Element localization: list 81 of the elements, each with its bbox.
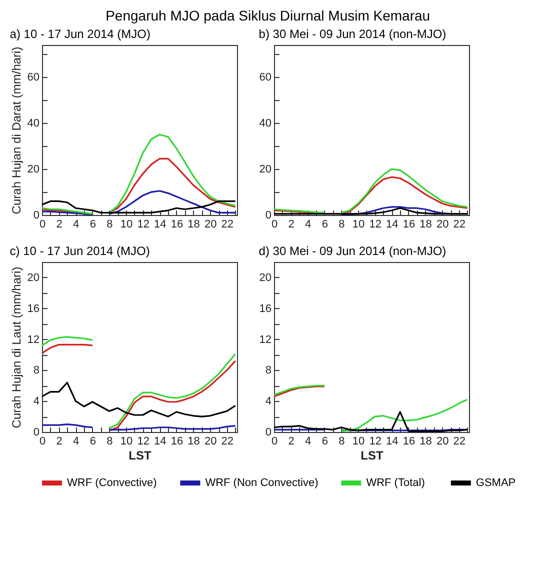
x-tick-label: 22: [221, 218, 234, 230]
legend-label: WRF (Convective): [67, 477, 157, 489]
x-tick-label: 10: [352, 218, 365, 230]
x-tick-label: 2: [288, 436, 294, 448]
chart-title: a) 10 - 17 Jun 2014 (MJO): [10, 27, 150, 41]
y-tick-label: 12: [27, 334, 40, 346]
y-tick-label: 0: [265, 210, 272, 222]
x-tick-label: 12: [137, 218, 150, 230]
y-tick-label: 0: [33, 210, 40, 222]
y-tick-label: 20: [27, 164, 40, 176]
y-tick-label: 16: [27, 302, 40, 315]
x-tick-label: 8: [106, 218, 113, 230]
x-tick-label: 4: [305, 436, 312, 448]
legend-label: WRF (Non Convective): [205, 477, 318, 489]
x-tick-label: 2: [288, 218, 294, 230]
y-tick-label: 4: [33, 396, 40, 408]
x-tick-label: 4: [305, 218, 312, 230]
x-tick-label: 12: [369, 218, 382, 230]
x-axis-title: LST: [128, 448, 152, 462]
y-axis-title: Curah Hujan di Darat (mm/hari): [9, 46, 24, 214]
x-tick-label: 8: [338, 436, 345, 448]
line-series: [273, 386, 326, 398]
x-tick-label: 14: [154, 218, 166, 230]
line-series: [41, 200, 236, 214]
text: Pengaruh MJO pada Siklus Diurnal Musim Kemarau: [106, 8, 430, 24]
x-tick-label: 2: [56, 218, 62, 230]
line-series: [273, 411, 468, 432]
y-tick-label: 4: [265, 396, 272, 408]
y-tick-label: 8: [33, 364, 40, 377]
x-tick-label: 12: [137, 436, 150, 448]
x-tick-label: 18: [420, 436, 432, 448]
x-tick-label: 6: [90, 436, 96, 448]
line-series: [41, 382, 236, 418]
x-tick-label: 22: [221, 436, 234, 448]
x-tick-label: 20: [204, 436, 217, 448]
x-tick-label: 16: [170, 218, 184, 230]
y-tick-label: 60: [259, 72, 272, 84]
x-tick-label: 20: [436, 218, 449, 230]
x-tick-label: 20: [436, 436, 449, 448]
chart-title: b) 30 Mei - 09 Jun 2014 (non-MJO): [258, 27, 446, 41]
y-axis-title: Curah Hujan di Laut (mm/hari): [9, 266, 24, 428]
x-tick-label: 4: [73, 436, 80, 448]
x-tick-label: 22: [453, 436, 466, 448]
y-tick-label: 40: [259, 118, 272, 130]
y-tick-label: 12: [259, 334, 272, 346]
x-tick-label: 16: [402, 218, 416, 230]
y-tick-label: 40: [27, 118, 40, 130]
x-tick-label: 14: [386, 436, 398, 448]
x-tick-label: 4: [73, 218, 80, 230]
x-tick-label: 16: [170, 436, 184, 448]
y-tick-label: 8: [265, 364, 272, 377]
x-tick-label: 6: [322, 436, 328, 448]
x-tick-label: 10: [120, 436, 133, 448]
legend-label: WRF (Total): [366, 477, 425, 489]
x-tick-label: 2: [56, 436, 62, 448]
x-tick-label: 14: [154, 436, 166, 448]
x-tick-label: 8: [338, 218, 345, 230]
y-tick-label: 20: [27, 272, 40, 284]
x-tick-label: 8: [106, 436, 113, 448]
x-tick-label: 18: [188, 218, 200, 230]
chart-title: c) 10 - 17 Jun 2014 (MJO): [10, 244, 150, 258]
y-tick-label: 20: [259, 164, 272, 176]
y-tick-label: 0: [33, 426, 40, 438]
x-tick-label: 14: [386, 218, 398, 230]
y-tick-label: 20: [259, 272, 272, 284]
x-tick-label: 6: [90, 218, 96, 230]
chart-title: d) 30 Mei - 09 Jun 2014 (non-MJO): [258, 244, 446, 258]
x-tick-label: 18: [188, 436, 200, 448]
x-tick-label: 6: [322, 218, 328, 230]
y-tick-label: 60: [27, 72, 40, 84]
x-tick-label: 18: [420, 218, 432, 230]
x-tick-label: 16: [402, 436, 416, 448]
x-tick-label: 20: [204, 218, 217, 230]
x-tick-label: 10: [120, 218, 133, 230]
x-axis-title: LST: [360, 448, 384, 462]
y-tick-label: 16: [259, 302, 272, 315]
x-tick-label: 12: [369, 436, 382, 448]
x-tick-label: 10: [352, 436, 365, 448]
x-tick-label: 22: [453, 218, 466, 230]
legend-label: GSMAP: [476, 477, 516, 489]
y-tick-label: 0: [265, 426, 272, 438]
